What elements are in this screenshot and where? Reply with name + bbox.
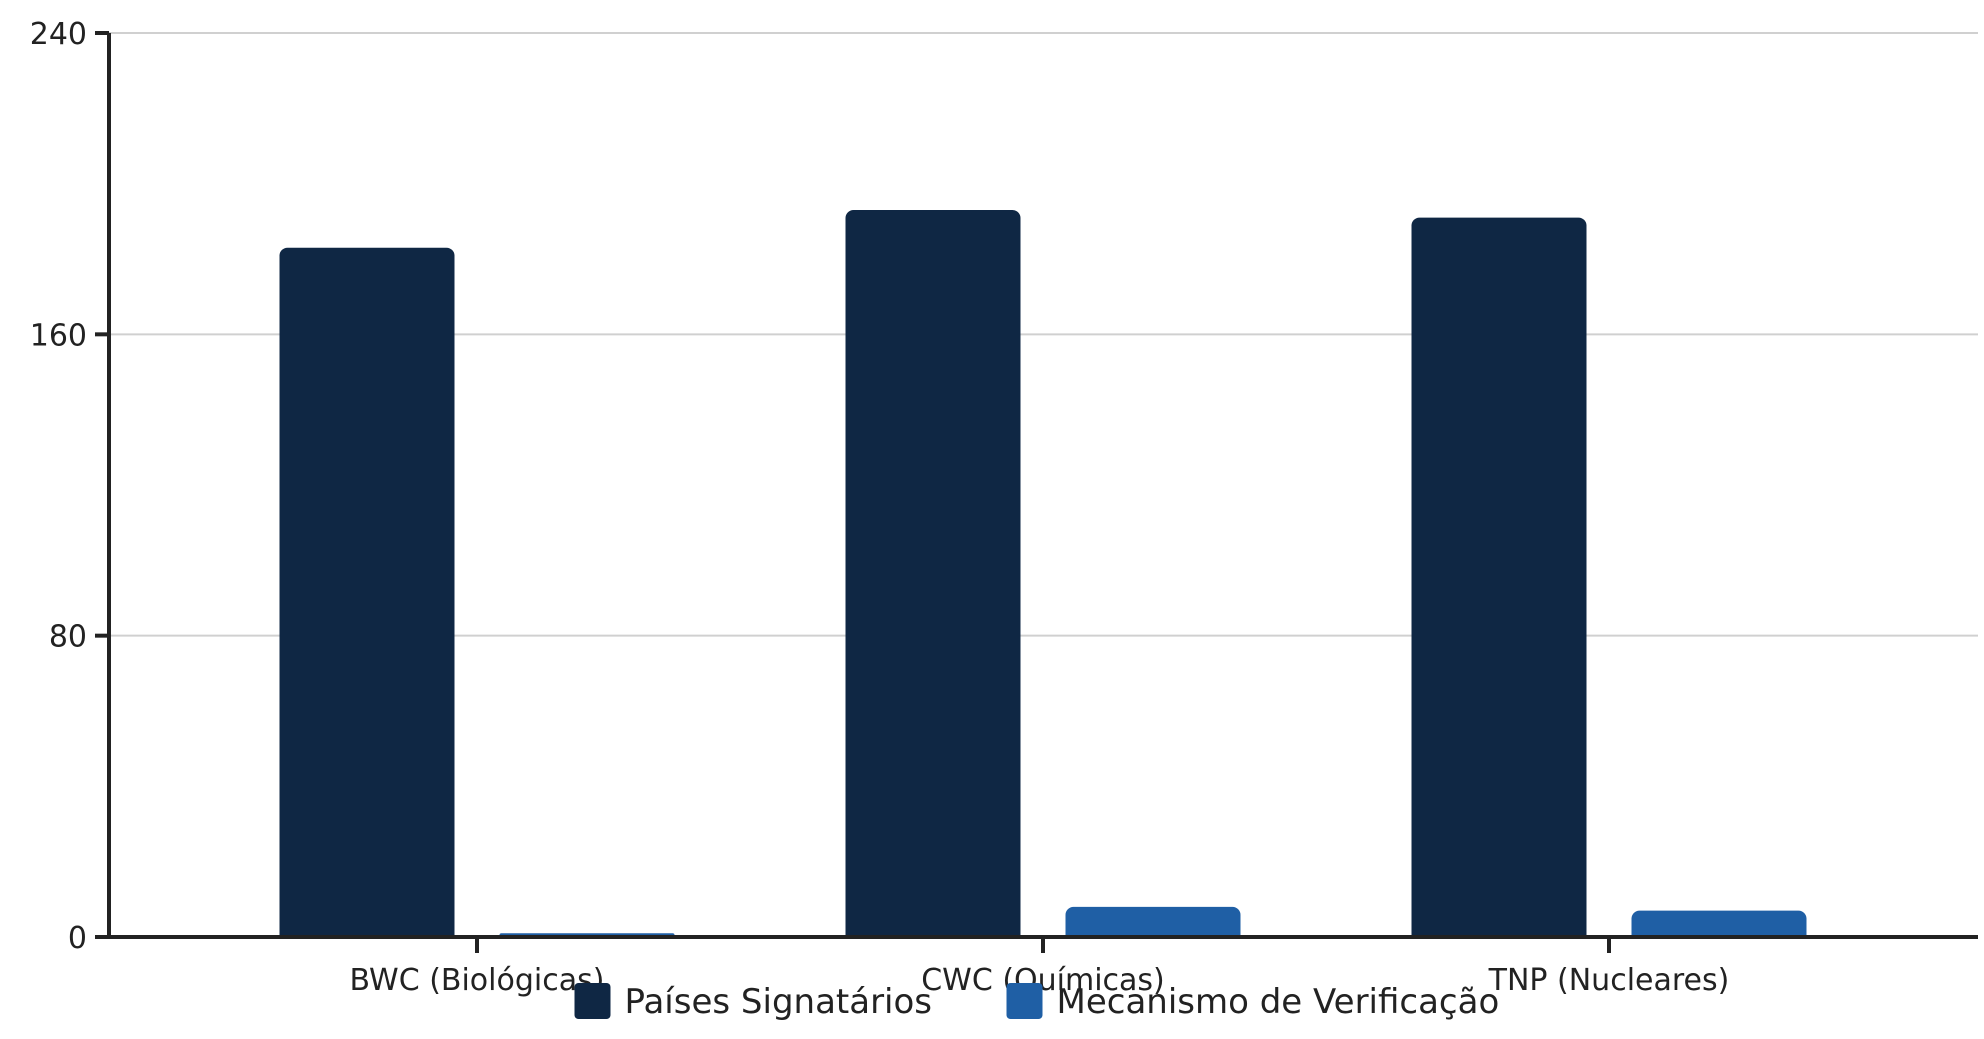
legend: Países Signatários Mecanismo de Verificaç… xyxy=(574,982,1500,1022)
y-tick-label: 80 xyxy=(49,620,87,655)
bars xyxy=(109,210,1978,958)
y-axis-ticks: 0 80 160 240 xyxy=(30,17,109,956)
legend-label: Países Signatários xyxy=(625,982,933,1022)
bar xyxy=(1411,217,1587,946)
y-tick-label: 0 xyxy=(68,921,87,956)
legend-label: Mecanismo de Verificação xyxy=(1057,982,1500,1022)
bar xyxy=(279,247,455,945)
legend-swatch xyxy=(574,983,611,1019)
bar xyxy=(845,210,1021,946)
x-tick-label: TNP (Nucleares) xyxy=(1488,963,1730,998)
y-tick-label: 160 xyxy=(30,318,87,353)
y-tick-label: 240 xyxy=(30,17,87,52)
x-tick-label: CWC (Químicas) xyxy=(921,963,1165,998)
x-tick-label: BWC (Biológicas) xyxy=(350,963,605,998)
legend-swatch xyxy=(1006,983,1043,1019)
x-axis-ticks: BWC (Biológicas) CWC (Químicas) TNP (Nucle… xyxy=(350,937,1730,998)
